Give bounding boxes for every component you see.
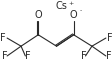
Text: F: F bbox=[25, 51, 30, 61]
Text: F: F bbox=[106, 33, 112, 43]
Text: O: O bbox=[34, 10, 42, 20]
Text: F: F bbox=[2, 51, 8, 61]
Text: F: F bbox=[105, 51, 111, 61]
Text: +: + bbox=[67, 1, 72, 6]
Text: F: F bbox=[0, 33, 6, 43]
Text: O: O bbox=[69, 10, 77, 20]
Text: F: F bbox=[80, 51, 85, 61]
Text: -: - bbox=[79, 9, 81, 14]
Text: Cs: Cs bbox=[55, 1, 67, 11]
